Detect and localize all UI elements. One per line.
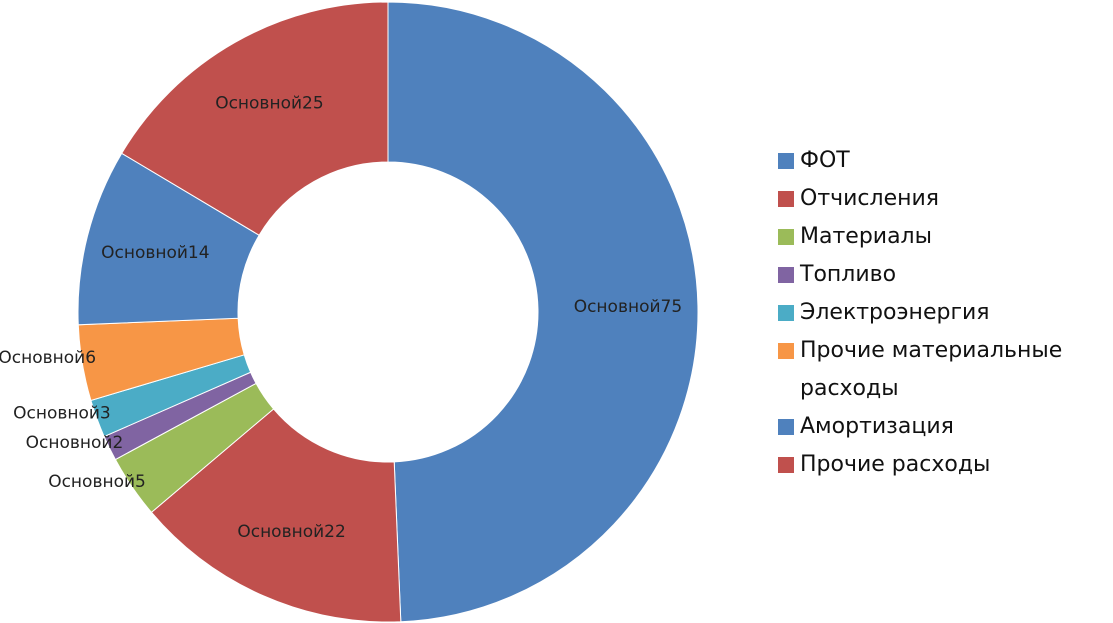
legend-label: Амортизация: [800, 414, 954, 439]
legend-item: Прочие расходы: [778, 446, 1108, 484]
data-label: Основной2: [26, 433, 124, 453]
data-label: Основной14: [101, 243, 209, 263]
legend-item: ФОТ: [778, 142, 1108, 180]
legend-label: ФОТ: [800, 148, 850, 173]
legend-label: Отчисления: [800, 186, 940, 211]
legend-swatch: [778, 153, 794, 169]
legend-label: Электроэнергия: [800, 300, 990, 325]
legend-item: Топливо: [778, 256, 1108, 294]
legend-swatch: [778, 457, 794, 473]
legend-label: Прочие расходы: [800, 452, 991, 477]
data-label: Основной75: [574, 297, 682, 317]
donut-slice: [150, 408, 402, 623]
legend-item: Материалы: [778, 218, 1108, 256]
legend-item: Амортизация: [778, 408, 1108, 446]
data-label: Основной22: [237, 522, 345, 542]
legend-label: Материалы: [800, 224, 932, 249]
donut-slice: [121, 1, 389, 236]
chart: Основной75 Основной22 Основной5 Основной2 Ос…: [0, 1, 699, 623]
legend-label: Прочие материальные расходы: [800, 338, 1063, 401]
legend-swatch: [778, 191, 794, 207]
legend-label: Топливо: [800, 262, 897, 287]
legend-swatch: [778, 419, 794, 435]
legend: ФОТ Отчисления Материалы Топливо Электроэнер…: [778, 142, 1108, 484]
legend-item: Прочие материальные расходы: [778, 332, 1108, 408]
data-label: Основной6: [0, 348, 96, 368]
data-label: Основной5: [48, 472, 146, 492]
legend-item: Электроэнергия: [778, 294, 1108, 332]
donut-slice: [387, 1, 699, 623]
legend-swatch: [778, 229, 794, 245]
legend-swatch: [778, 267, 794, 283]
legend-swatch: [778, 343, 794, 359]
data-label: Основной3: [13, 404, 111, 424]
legend-swatch: [778, 305, 794, 321]
data-label: Основной25: [215, 93, 323, 113]
legend-item: Отчисления: [778, 180, 1108, 218]
